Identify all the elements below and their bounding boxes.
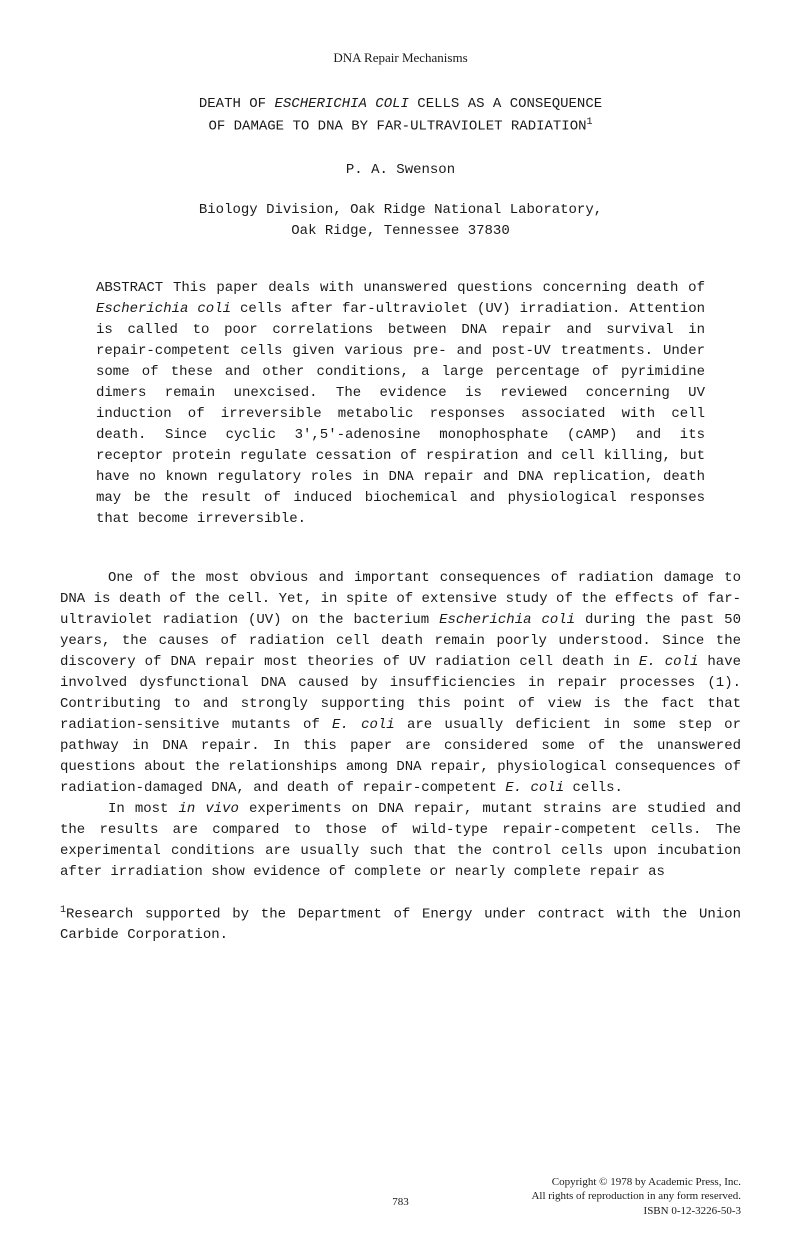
p1-it1: Escherichia coli <box>439 612 575 628</box>
copyright-line1: Copyright © 1978 by Academic Press, Inc. <box>552 1176 741 1188</box>
footnote: 1Research supported by the Department of… <box>60 903 741 947</box>
paper-title: DEATH OF ESCHERICHIA COLI CELLS AS A CON… <box>90 94 711 138</box>
footnote-text: Research supported by the Department of … <box>60 906 741 943</box>
title-pre: DEATH OF <box>199 96 275 112</box>
copyright-line2: All rights of reproduction in any form r… <box>531 1190 741 1202</box>
p2-it1: in vivo <box>179 801 239 817</box>
title-line2: OF DAMAGE TO DNA BY FAR-ULTRAVIOLET RADI… <box>208 119 586 135</box>
copyright-line3: ISBN 0-12-3226-50-3 <box>644 1205 741 1217</box>
p1-it2: E. coli <box>639 654 698 670</box>
p1-it4: E. coli <box>505 780 564 796</box>
p2-seg1: In most <box>108 801 179 817</box>
title-italic: ESCHERICHIA COLI <box>274 96 408 112</box>
page-number: 783 <box>392 1196 409 1208</box>
abstract-pre: This paper deals with unanswered questio… <box>173 280 705 296</box>
author: P. A. Swenson <box>60 162 741 178</box>
page-footer: 783 Copyright © 1978 by Academic Press, … <box>60 1175 741 1218</box>
abstract: ABSTRACT This paper deals with unanswere… <box>96 278 705 530</box>
running-head: DNA Repair Mechanisms <box>60 50 741 66</box>
affiliation: Biology Division, Oak Ridge National Lab… <box>60 200 741 242</box>
paragraph-2: In most in vivo experiments on DNA repai… <box>60 799 741 883</box>
affiliation-line1: Biology Division, Oak Ridge National Lab… <box>199 202 602 218</box>
affiliation-line2: Oak Ridge, Tennessee 37830 <box>291 223 509 239</box>
abstract-post: cells after far-ultraviolet (UV) irradia… <box>96 301 705 527</box>
p1-it3: E. coli <box>332 717 395 733</box>
abstract-italic1: Escherichia coli <box>96 301 231 317</box>
title-sup: 1 <box>587 117 593 128</box>
title-post: CELLS AS A CONSEQUENCE <box>409 96 602 112</box>
paragraph-1: One of the most obvious and important co… <box>60 568 741 799</box>
p1-seg5: cells. <box>564 780 623 796</box>
abstract-label: ABSTRACT <box>96 280 173 296</box>
